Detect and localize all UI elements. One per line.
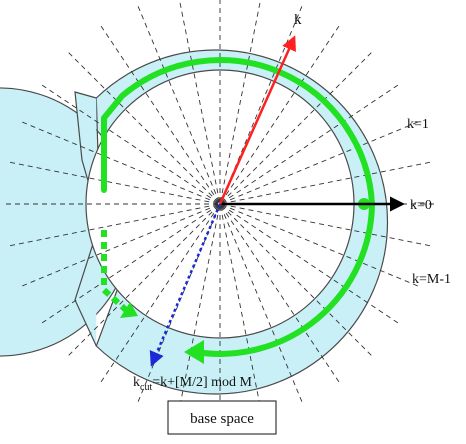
kcut-prefix: k — [133, 375, 140, 390]
kcut-vector-arrow — [149, 203, 222, 367]
base-space-box — [167, 400, 277, 435]
green-dotted-arrowhead — [120, 302, 138, 318]
base-space-label: base space — [190, 411, 254, 427]
green-traversal-path — [101, 57, 375, 357]
green-dotted-path — [101, 230, 129, 313]
label-k-equals-m-minus-1: k=M-1 — [412, 272, 451, 287]
kcut-subscript: cut — [140, 382, 152, 393]
label-k-equals-1: k=1 — [407, 117, 429, 132]
label-k-equals-0: k=0 — [410, 198, 432, 213]
label-k: k — [294, 12, 302, 28]
green-arc-arrowhead — [184, 340, 204, 364]
kcut-formula-text: =k+[M/2] mod M — [152, 375, 252, 390]
label-kcut-formula: kcut=k+[M/2] mod M — [133, 375, 253, 393]
k-vector-arrow — [218, 35, 296, 205]
